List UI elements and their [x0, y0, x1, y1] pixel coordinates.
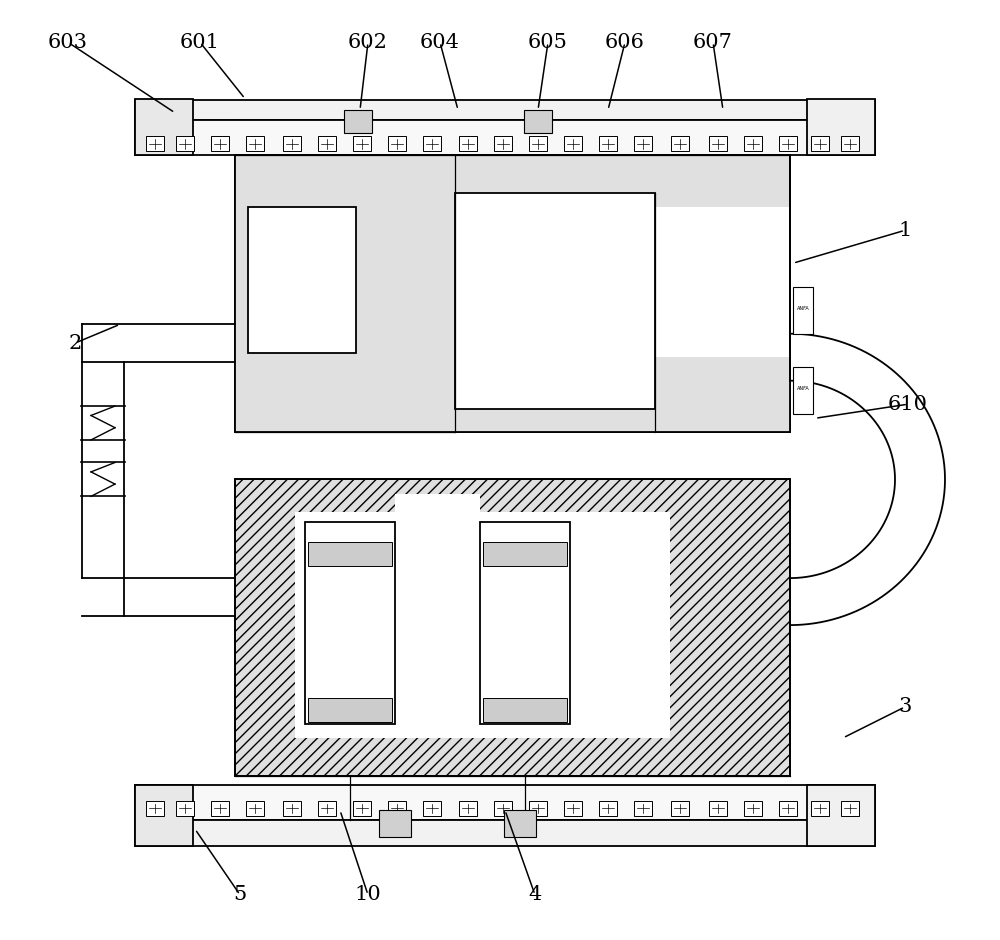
Bar: [235, 820, 790, 837]
Bar: [176, 136, 194, 151]
Text: 604: 604: [420, 33, 460, 52]
Text: 1: 1: [898, 221, 912, 240]
Bar: [379, 810, 411, 837]
Bar: [504, 810, 536, 837]
Bar: [135, 785, 875, 820]
Bar: [176, 801, 194, 816]
Bar: [779, 801, 797, 816]
Bar: [235, 155, 790, 432]
Bar: [807, 99, 875, 155]
Bar: [318, 136, 336, 151]
Bar: [455, 193, 655, 409]
Bar: [459, 801, 477, 816]
Text: ANFA: ANFA: [797, 385, 809, 391]
Text: 2: 2: [68, 334, 82, 352]
Bar: [599, 136, 617, 151]
Bar: [793, 367, 813, 414]
Bar: [459, 136, 477, 151]
Bar: [494, 136, 512, 151]
Bar: [744, 801, 762, 816]
Bar: [811, 801, 829, 816]
Bar: [353, 801, 371, 816]
Text: 605: 605: [528, 33, 568, 52]
Bar: [709, 801, 727, 816]
Bar: [564, 136, 582, 151]
Bar: [841, 801, 859, 816]
Bar: [283, 801, 301, 816]
Bar: [599, 801, 617, 816]
Bar: [344, 110, 372, 133]
Bar: [211, 801, 229, 816]
Bar: [353, 136, 371, 151]
Text: 607: 607: [693, 33, 733, 52]
Bar: [235, 479, 790, 776]
Bar: [460, 155, 790, 432]
Bar: [295, 512, 670, 738]
Bar: [235, 479, 790, 776]
Bar: [235, 357, 790, 432]
Bar: [246, 801, 264, 816]
Bar: [246, 136, 264, 151]
Bar: [135, 820, 875, 846]
Text: 603: 603: [48, 33, 88, 52]
Text: 601: 601: [180, 33, 220, 52]
Bar: [811, 136, 829, 151]
Bar: [564, 801, 582, 816]
Bar: [235, 155, 790, 207]
Bar: [671, 801, 689, 816]
Bar: [423, 801, 441, 816]
Bar: [211, 136, 229, 151]
Bar: [779, 136, 797, 151]
Bar: [529, 801, 547, 816]
Bar: [135, 785, 193, 846]
Bar: [709, 136, 727, 151]
Text: 10: 10: [355, 885, 381, 904]
Bar: [146, 136, 164, 151]
Bar: [308, 698, 392, 722]
Bar: [135, 99, 193, 155]
Bar: [483, 698, 567, 722]
Bar: [135, 120, 875, 155]
Bar: [494, 801, 512, 816]
Bar: [423, 136, 441, 151]
Bar: [793, 287, 813, 334]
Bar: [235, 155, 460, 432]
Bar: [395, 494, 480, 738]
Text: ANFA: ANFA: [797, 306, 809, 311]
Bar: [388, 136, 406, 151]
Bar: [634, 801, 652, 816]
Bar: [146, 801, 164, 816]
Bar: [388, 801, 406, 816]
Text: 606: 606: [605, 33, 645, 52]
Text: 4: 4: [528, 885, 542, 904]
Bar: [235, 155, 790, 432]
Text: 602: 602: [348, 33, 388, 52]
Bar: [318, 801, 336, 816]
Bar: [305, 522, 395, 724]
Text: 3: 3: [898, 697, 912, 716]
Bar: [807, 785, 875, 846]
Text: 610: 610: [888, 395, 928, 414]
Bar: [524, 110, 552, 133]
Bar: [308, 542, 392, 566]
Bar: [744, 136, 762, 151]
Bar: [529, 136, 547, 151]
Bar: [634, 136, 652, 151]
Bar: [135, 100, 875, 120]
Bar: [235, 120, 790, 136]
Bar: [480, 522, 570, 724]
Text: 5: 5: [233, 885, 247, 904]
Bar: [483, 542, 567, 566]
Bar: [841, 136, 859, 151]
Bar: [283, 136, 301, 151]
Bar: [248, 207, 356, 352]
Bar: [671, 136, 689, 151]
